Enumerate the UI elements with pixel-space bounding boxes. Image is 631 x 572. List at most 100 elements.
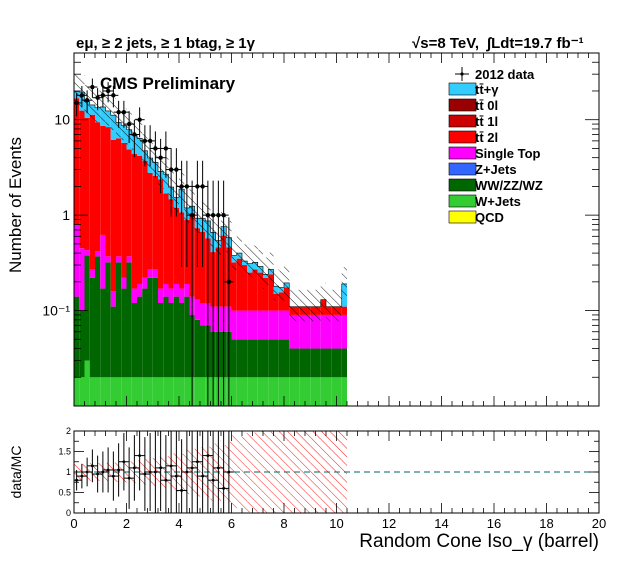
data-point	[174, 167, 179, 172]
bar-tt-2l	[158, 179, 164, 289]
uncertainty-bin	[289, 289, 295, 322]
legend-label-qcd: QCD	[475, 210, 504, 225]
legend-label-tt0l: tt̄ 0l	[475, 98, 498, 113]
bar-tt-2l	[200, 231, 206, 304]
bar-single-top	[273, 310, 279, 340]
ratio-y-tick-label: 1.5	[58, 447, 71, 457]
x-tick-label: 14	[434, 516, 448, 531]
data-point	[205, 212, 211, 218]
data-point	[200, 184, 205, 189]
bar-ww-zz-wz	[74, 296, 80, 378]
bar-single-top	[79, 248, 85, 311]
data-point	[132, 132, 137, 137]
legend-swatch-tt0l	[448, 98, 477, 112]
bar-ww-zz-wz	[320, 348, 326, 378]
uncertainty-bin	[310, 289, 316, 322]
ratio-y-tick-label: 0.5	[58, 488, 71, 498]
bar-tt-2l	[142, 160, 148, 278]
ratio-point	[216, 466, 220, 470]
legend-swatch-tt1l	[448, 114, 477, 128]
legend-entry-diboson: WW/ZZ/WZ	[448, 178, 543, 193]
bar-ww-zz-wz	[179, 303, 185, 378]
uncertainty-bin	[74, 74, 80, 107]
ratio-y-axis-label: data/MC	[8, 446, 24, 499]
data-point	[210, 212, 216, 218]
bar-w-jets	[84, 360, 90, 406]
legend-entry-qcd: QCD	[448, 210, 504, 225]
legend-entry-wjets: W+Jets	[448, 194, 521, 209]
bar-tt-2l	[74, 98, 80, 225]
bar-ww-zz-wz	[263, 339, 269, 378]
legend-entry-zjets: Z+Jets	[448, 162, 517, 177]
bar-tt-2l	[105, 127, 111, 257]
ratio-uncertainty-bin	[299, 431, 305, 513]
data-point	[121, 109, 127, 115]
bar-ww-zz-wz	[236, 339, 242, 378]
bar-w-jets	[168, 377, 174, 406]
bar-w-jets	[163, 377, 169, 406]
bar-w-jets	[289, 377, 295, 406]
bar-w-jets	[278, 377, 284, 406]
bar-w-jets	[121, 377, 127, 406]
data-point	[116, 109, 121, 115]
bar-w-jets	[247, 377, 253, 406]
bar-ww-zz-wz	[168, 303, 174, 378]
bar-single-top	[200, 303, 206, 326]
uncertainty-bin	[305, 289, 311, 322]
cms-preliminary-label: CMS Preliminary	[100, 74, 236, 93]
bar-single-top	[137, 283, 143, 297]
uncertainty-bin	[273, 269, 279, 301]
uncertainty-bin	[236, 236, 242, 268]
data-point	[221, 212, 226, 218]
ratio-point	[159, 466, 163, 470]
bar-ww-zz-wz	[268, 339, 274, 378]
bar-w-jets	[331, 377, 337, 406]
bar-ww-zz-wz	[247, 339, 253, 378]
bar-tt-2l	[79, 110, 85, 249]
uncertainty-bin	[336, 289, 342, 322]
ratio-point	[80, 474, 84, 478]
bar-w-jets	[142, 377, 148, 406]
bar-w-jets	[320, 377, 326, 406]
legend-label-wjets: W+Jets	[475, 194, 521, 209]
ratio-uncertainty-bin	[289, 431, 295, 513]
bar-single-top	[110, 291, 116, 307]
bar-single-top	[242, 310, 248, 340]
ratio-point	[122, 460, 126, 464]
bar-ww-zz-wz	[273, 339, 279, 378]
bar-ww-zz-wz	[242, 339, 248, 378]
ratio-point	[90, 464, 94, 468]
bar-w-jets	[294, 377, 300, 406]
bar-ww-zz-wz	[194, 319, 200, 378]
uncertainty-bin	[257, 249, 263, 282]
bar-single-top	[289, 314, 295, 349]
ratio-point	[101, 470, 105, 474]
data-point	[184, 184, 190, 189]
legend-swatch-diboson	[448, 178, 477, 192]
bar-ww-zz-wz	[184, 296, 190, 378]
x-axis-label: Random Cone Iso_γ (barrel)	[359, 531, 599, 552]
y-tick-label: 10⁻¹	[42, 303, 70, 319]
ratio-point	[75, 478, 79, 482]
data-point	[189, 212, 195, 218]
x-tick-label: 20	[592, 516, 606, 531]
bar-ww-zz-wz	[131, 303, 137, 378]
data-point	[147, 138, 153, 144]
bar-ww-zz-wz	[331, 348, 337, 378]
bar-w-jets	[147, 377, 153, 406]
uncertainty-bin	[247, 246, 253, 279]
bar-w-jets	[231, 377, 237, 406]
ratio-uncertainty-bin	[320, 431, 326, 513]
ratio-y-tick-label: 0	[66, 508, 71, 518]
uncertainty-bin	[89, 88, 95, 120]
bar-tt-2l	[152, 176, 158, 270]
ratio-uncertainty-bin	[310, 431, 316, 513]
bar-single-top	[131, 288, 137, 304]
data-point	[179, 184, 184, 189]
ratio-point	[180, 489, 184, 492]
bar-ww-zz-wz	[116, 262, 122, 378]
legend-entry-data: 2012 data	[455, 67, 535, 82]
bar-ww-zz-wz	[79, 310, 85, 378]
ratio-point	[111, 474, 115, 478]
data-point	[90, 84, 95, 90]
